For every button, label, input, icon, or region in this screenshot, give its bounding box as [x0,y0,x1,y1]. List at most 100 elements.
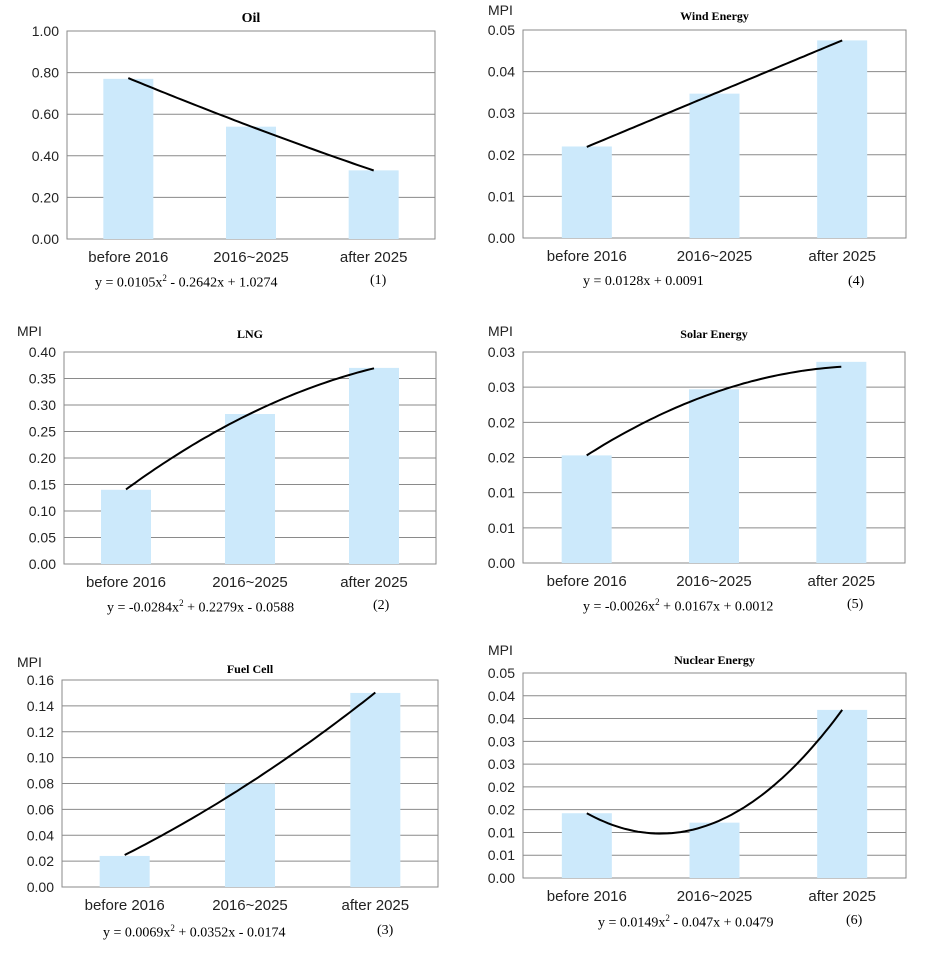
y-tick-label: 0.02 [488,450,515,466]
x-tick-label: after 2025 [808,888,876,905]
bar [561,146,612,238]
y-axis-label: MPI [17,323,42,339]
bar [561,455,612,563]
x-tick-label: 2016~2025 [213,249,289,266]
x-tick-label: 2016~2025 [676,573,752,590]
chart-title: Wind Energy [680,9,749,23]
y-tick-label: 0.01 [488,485,515,501]
x-tick-label: 2016~2025 [212,574,288,591]
chart-svg: 0.00 0.05 0.10 0.15 0.20 0.25 0.30 0.35 0.40 befo… [17,323,437,591]
chart-fuel-cell: 0.00 0.02 0.04 0.06 0.08 0.10 0.12 0.14 0.16 befo… [0,650,450,960]
equation-number: (5) [847,597,864,612]
equation-number: (1) [370,273,387,288]
y-tick-label: 0.01 [488,824,515,840]
bar [689,389,739,563]
y-tick-label: 0.00 [488,555,515,571]
x-tick-label: after 2025 [340,574,408,591]
bar [101,489,151,564]
bar [103,78,154,239]
bar [817,709,868,878]
y-tick-label: 0.02 [488,414,515,430]
y-tick-label: 0.14 [27,698,54,714]
equation-number: (4) [848,274,865,289]
y-tick-label: 0.10 [27,750,54,766]
equation-number: (2) [373,598,390,613]
trendline [586,709,843,835]
y-tick-label: 0.16 [27,672,54,688]
y-tick-label: 0.20 [29,450,56,466]
y-tick-label: 0.20 [32,189,59,205]
equation-number: (3) [377,923,394,938]
chart-oil: 0.00 0.20 0.40 0.60 0.80 1.00 before 2016 2016~… [0,0,450,310]
x-tick-label: 2016~2025 [677,888,753,905]
chart-svg: 0.00 0.01 0.01 0.02 0.02 0.03 0.03 before 2016 2… [488,323,906,590]
y-tick-label: 0.05 [29,530,56,546]
y-tick-label: 0.03 [488,733,515,749]
y-tick-label: 0.30 [29,397,56,413]
trendline [127,77,375,172]
y-tick-label: 0.05 [488,22,515,38]
trendline-equation: y = 0.0069x2 + 0.0352x - 0.0174 [103,923,286,941]
y-tick-label: 0.00 [29,556,56,572]
y-tick-label: 0.02 [488,802,515,818]
bar [817,40,868,239]
chart-svg: 0.00 0.20 0.40 0.60 0.80 1.00 before 2016 2016~… [32,11,436,266]
trendline-equation: y = -0.0284x2 + 0.2279x - 0.0588 [107,598,295,616]
trendline-equation: y = 0.0149x2 - 0.047x + 0.0479 [598,913,774,931]
bar [348,170,399,239]
y-tick-label: 0.05 [488,665,515,681]
y-tick-label: 0.02 [488,147,515,163]
y-axis-label: MPI [488,642,513,658]
y-tick-label: 1.00 [32,23,59,39]
y-tick-label: 0.00 [32,231,59,247]
equation-number: (6) [846,913,863,928]
chart-wind-energy: 0.00 0.01 0.02 0.03 0.04 0.05 before 2016 2016~… [470,0,930,310]
y-tick-label: 0.01 [488,520,515,536]
y-tick-label: 0.10 [29,503,56,519]
bar [561,813,612,878]
chart-nuclear-energy: 0.00 0.01 0.01 0.02 0.02 0.03 0.03 0.04 0.04 0.05… [470,642,930,960]
trendline [586,39,843,148]
bar [225,414,275,564]
chart-title: Nuclear Energy [674,653,755,667]
chart-svg: 0.00 0.01 0.01 0.02 0.02 0.03 0.03 0.04 0.04 0.05… [488,642,907,905]
bar [350,692,401,887]
trendline-equation: y = 0.0128x + 0.0091 [583,274,704,289]
y-tick-label: 0.12 [27,724,54,740]
y-tick-label: 0.00 [488,230,515,246]
x-tick-label: before 2016 [547,248,627,265]
bar [816,361,867,563]
y-tick-label: 0.03 [488,756,515,772]
chart-title: LNG [237,327,263,341]
x-tick-label: 2016~2025 [677,248,753,265]
bar [226,126,276,239]
y-tick-label: 0.00 [27,879,54,895]
x-tick-label: before 2016 [547,888,627,905]
y-tick-label: 0.03 [488,379,515,395]
chart-solar-energy: 0.00 0.01 0.01 0.02 0.02 0.03 0.03 before 2016 2… [470,320,930,635]
trendline [586,365,842,457]
chart-title: Oil [242,11,261,26]
y-axis-label: MPI [488,323,513,339]
y-tick-label: 0.04 [488,711,515,727]
y-tick-label: 0.08 [27,776,54,792]
x-tick-label: before 2016 [547,573,627,590]
y-tick-label: 0.80 [32,65,59,81]
chart-svg: 0.00 0.02 0.04 0.06 0.08 0.10 0.12 0.14 0.16 befo… [17,654,439,914]
y-tick-label: 0.04 [488,64,515,80]
trendline-equation: y = 0.0105x2 - 0.2642x + 1.0274 [95,273,278,291]
x-tick-label: before 2016 [85,897,165,914]
y-tick-label: 0.00 [488,870,515,886]
y-tick-label: 0.60 [32,106,59,122]
bar [349,367,399,564]
y-tick-label: 0.25 [29,424,56,440]
y-axis-label: MPI [17,654,42,670]
y-tick-label: 0.15 [29,477,56,493]
bar [689,822,740,878]
bar [225,783,275,887]
y-tick-label: 0.01 [488,847,515,863]
x-tick-label: before 2016 [86,574,166,591]
x-tick-label: after 2025 [340,249,408,266]
y-axis-label: MPI [488,2,513,18]
x-tick-label: after 2025 [342,897,410,914]
